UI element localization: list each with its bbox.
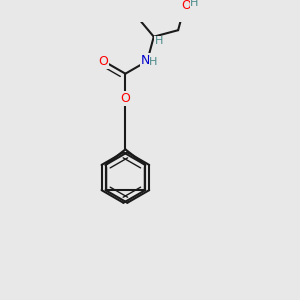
Text: N: N: [141, 54, 150, 67]
Text: O: O: [181, 0, 191, 12]
Text: H: H: [154, 36, 163, 46]
Text: H: H: [190, 0, 199, 8]
Text: H: H: [149, 57, 158, 67]
Text: O: O: [99, 55, 109, 68]
Text: O: O: [120, 92, 130, 105]
